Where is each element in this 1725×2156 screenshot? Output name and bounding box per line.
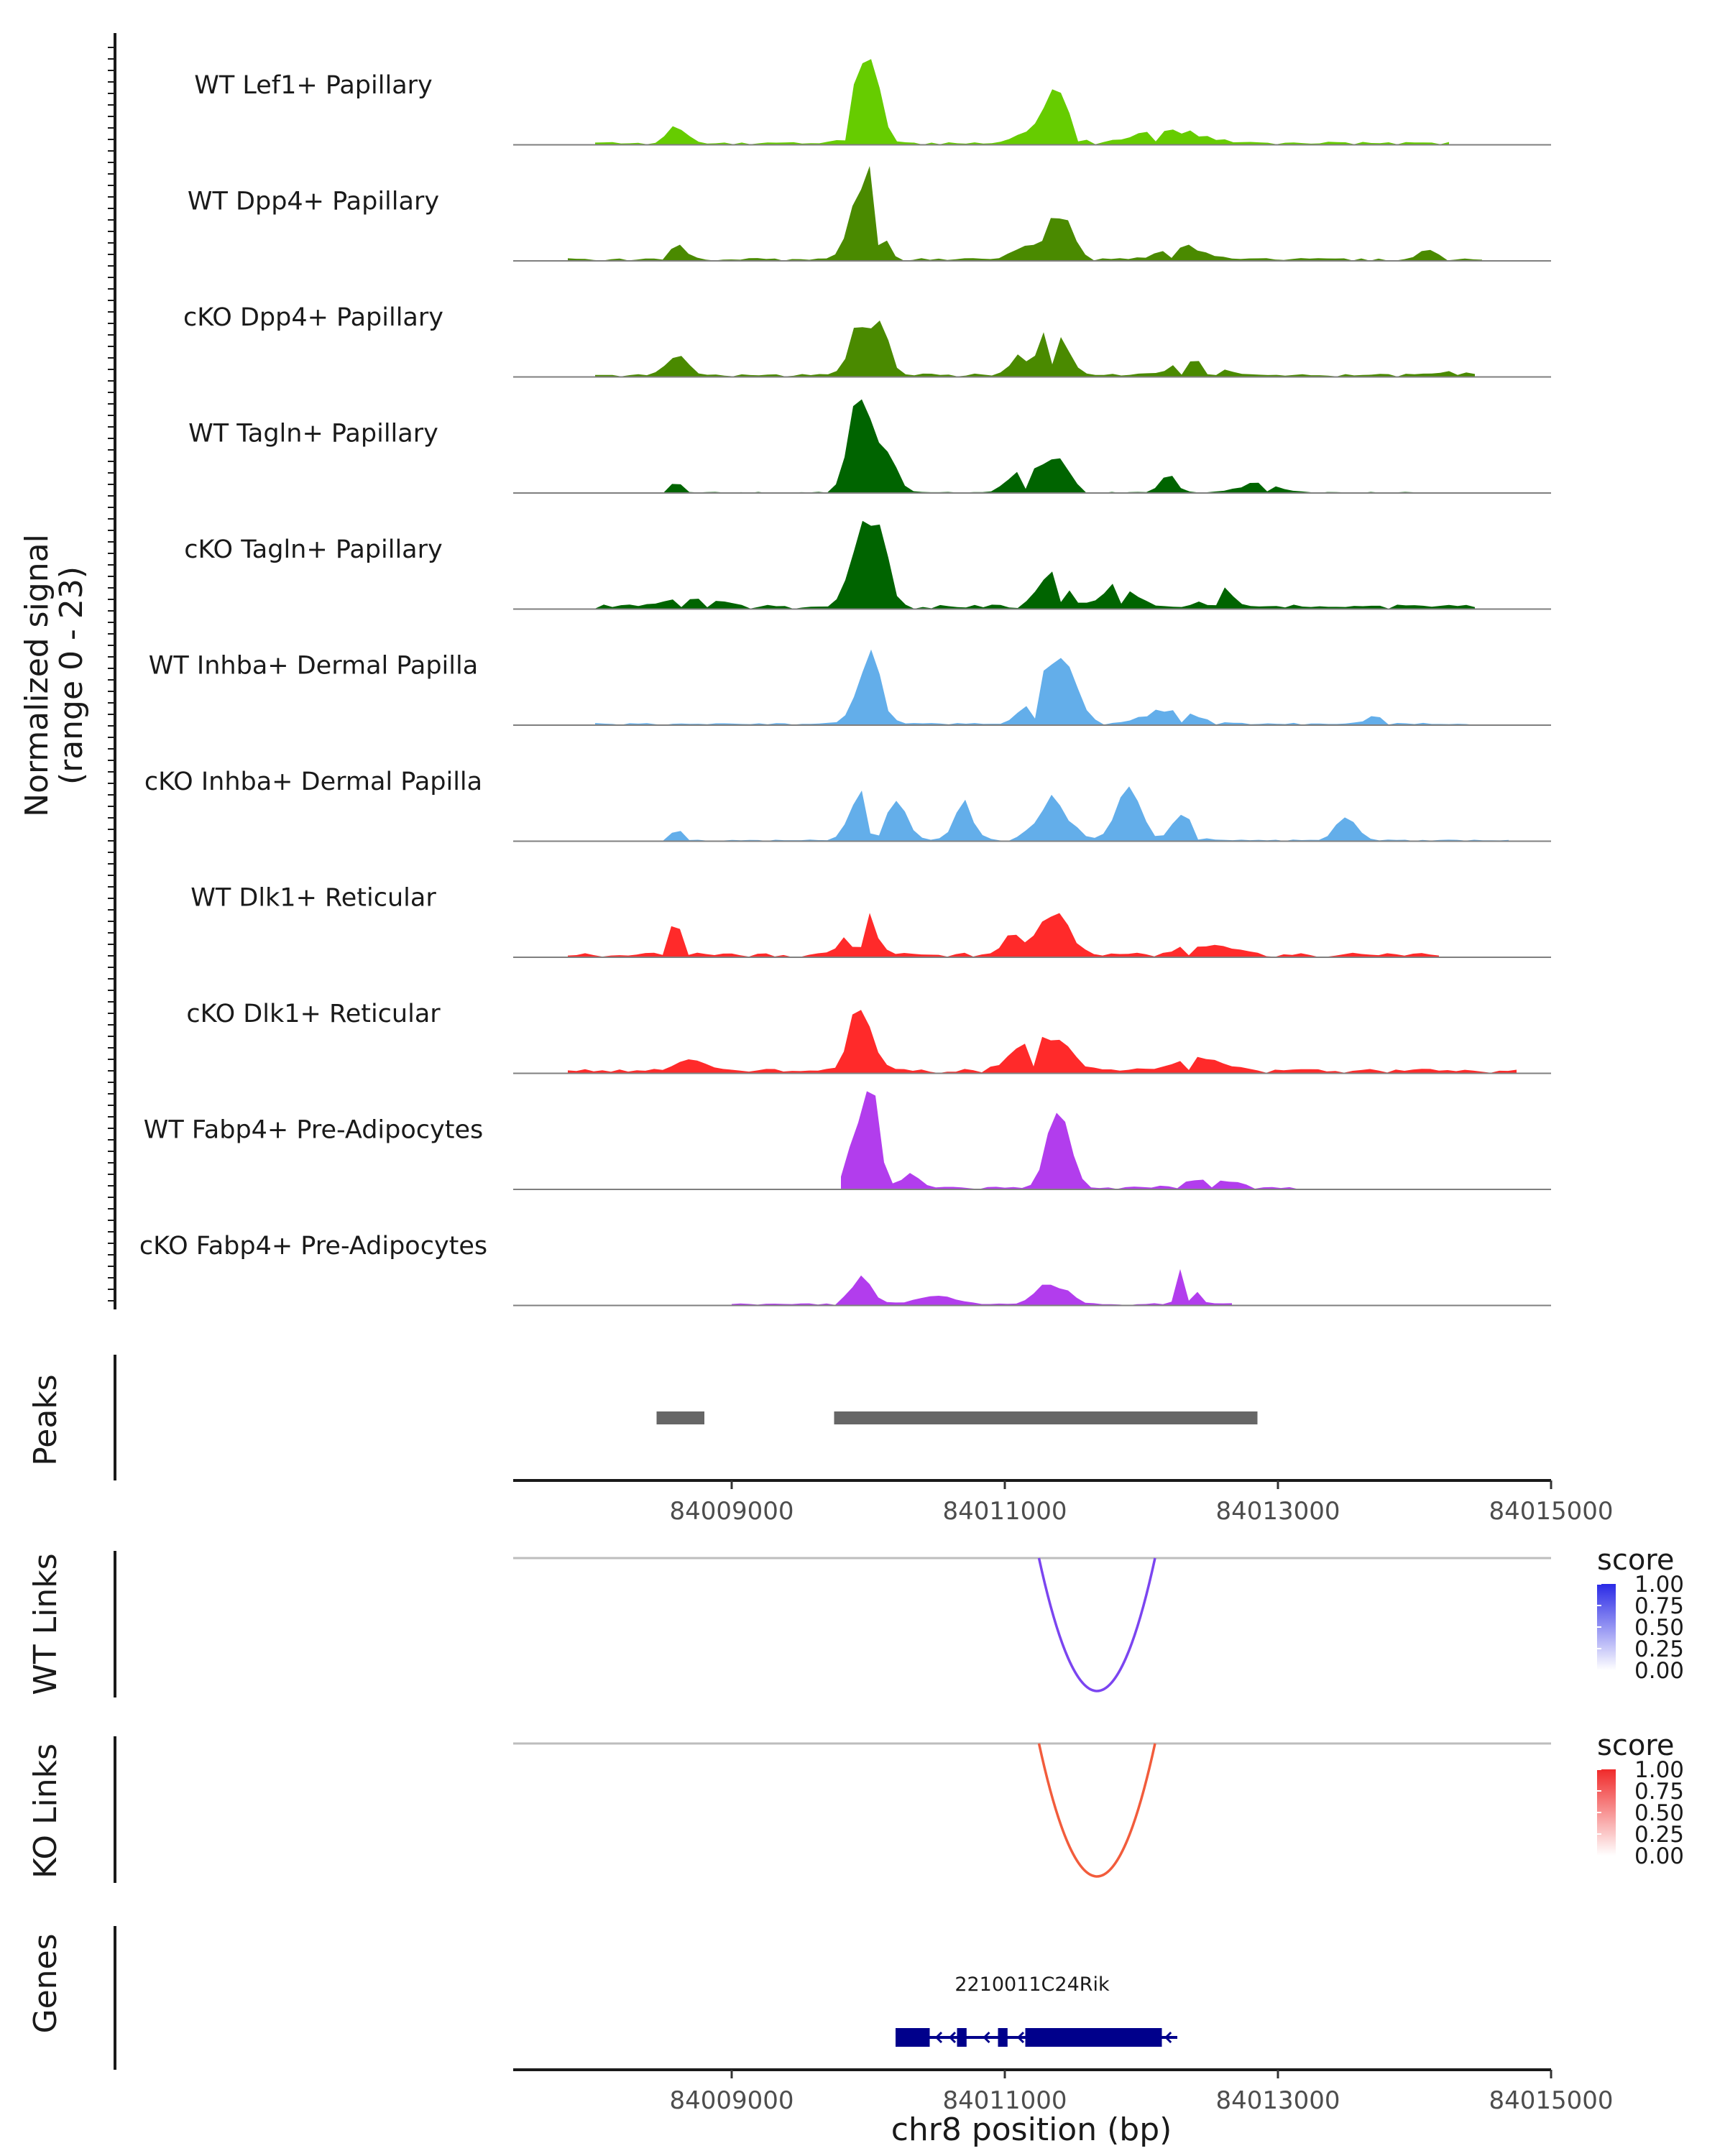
track-label: WT Fabp4+ Pre-Adipocytes [144, 1116, 483, 1145]
coverage-track: WT Fabp4+ Pre-Adipocytes [144, 1091, 1551, 1190]
legend-tick-label: 0.00 [1634, 1658, 1684, 1684]
legend-tick-label: 0.25 [1634, 1636, 1684, 1662]
strand-arrow [983, 2031, 990, 2044]
coverage-track: cKO Tagln+ Papillary [184, 520, 1551, 610]
track-label: WT Dpp4+ Papillary [188, 188, 439, 216]
coverage-y-axis-title: Normalized signal [19, 534, 55, 817]
strand-arrow [1164, 2031, 1172, 2044]
legend-title: score [1597, 1729, 1674, 1762]
legend-tick-label: 0.25 [1634, 1822, 1684, 1848]
coverage-area [595, 520, 1475, 609]
strand-arrow [1016, 2031, 1025, 2044]
x-tick-label: 84013000 [1215, 2086, 1340, 2115]
x-tick-label: 84009000 [669, 2086, 794, 2115]
track-label: cKO Tagln+ Papillary [184, 535, 443, 564]
genes-y-axis-title: Genes [27, 1933, 64, 2033]
gene-exon [896, 2028, 930, 2047]
coverage-area [841, 1091, 1298, 1189]
track-label: cKO Dlk1+ Reticular [186, 1000, 441, 1028]
coverage-panel: WT Lef1+ Papillary WT Dpp4+ Papillary cKO … [108, 33, 1551, 1309]
ko-links-y-axis-title: KO Links [27, 1743, 64, 1879]
track-label: WT Inhba+ Dermal Papilla [149, 652, 478, 681]
gene-model: 2210011C24Rik [896, 1973, 1177, 2047]
legend-tick-label: 0.75 [1634, 1593, 1684, 1619]
peaks-y-axis-title: Peaks [27, 1374, 64, 1465]
gene-exon [998, 2028, 1008, 2047]
gene-exon [1025, 2028, 1162, 2047]
x-axis-top: 84009000 84011000 84013000 84015000 [513, 1479, 1614, 1526]
gene-exon [957, 2028, 967, 2047]
coverage-area [568, 913, 1439, 957]
coverage-area [595, 59, 1449, 145]
wt-links-y-axis-title: WT Links [27, 1553, 64, 1695]
x-axis-bottom: 84009000 84011000 84013000 84015000 [513, 2068, 1614, 2115]
coverage-area [568, 1010, 1517, 1074]
track-label: WT Lef1+ Papillary [194, 71, 433, 100]
track-label: cKO Inhba+ Dermal Papilla [144, 768, 482, 796]
link-arc [1037, 1557, 1156, 1692]
coverage-track: WT Lef1+ Papillary [194, 59, 1551, 146]
coverage-area [568, 166, 1482, 261]
track-label: WT Dlk1+ Reticular [190, 884, 436, 913]
legend-tick-label: 1.00 [1634, 1572, 1684, 1598]
peak-interval [834, 1411, 1258, 1424]
x-tick-label: 84011000 [942, 2086, 1067, 2115]
strand-arrow [934, 2031, 943, 2044]
track-label: cKO Dpp4+ Papillary [183, 303, 443, 332]
track-label: cKO Fabp4+ Pre-Adipocytes [139, 1232, 487, 1261]
genes-panel: 2210011C24Rik [114, 1926, 1177, 2070]
coverage-track: cKO Fabp4+ Pre-Adipocytes [139, 1232, 1551, 1307]
coverage-area [663, 786, 1509, 842]
legend-tick-label: 0.00 [1634, 1843, 1684, 1869]
x-tick-label: 84009000 [669, 1497, 794, 1526]
link-arc [1037, 1743, 1156, 1878]
coverage-area [595, 649, 1475, 725]
coverage-track: cKO Dpp4+ Papillary [183, 303, 1551, 378]
gene-label: 2210011C24Rik [954, 1973, 1110, 1996]
coverage-track: cKO Inhba+ Dermal Papilla [144, 768, 1551, 842]
coverage-area [595, 321, 1475, 377]
legend-title: score [1597, 1544, 1674, 1577]
legend-tick-label: 0.50 [1634, 1615, 1684, 1641]
peak-interval [656, 1411, 704, 1424]
x-tick-label: 84011000 [942, 1497, 1067, 1526]
x-axis-title: chr8 position (bp) [891, 2111, 1172, 2148]
coverage-area [663, 399, 1414, 493]
peaks-panel [114, 1355, 1258, 1480]
legend-tick-label: 0.50 [1634, 1800, 1684, 1826]
coverage-track: WT Dpp4+ Papillary [188, 166, 1551, 262]
strand-arrow [948, 2031, 957, 2044]
legend-tick-label: 0.75 [1634, 1779, 1684, 1805]
coverage-track: WT Tagln+ Papillary [188, 399, 1551, 494]
track-label: WT Tagln+ Papillary [188, 420, 438, 448]
links-panels: score1.000.750.500.250.00score1.000.750.… [114, 1544, 1684, 1883]
legend-tick-label: 1.00 [1634, 1757, 1684, 1783]
x-tick-label: 84015000 [1489, 2086, 1613, 2115]
coverage-track: cKO Dlk1+ Reticular [186, 1000, 1551, 1074]
coverage-track: WT Dlk1+ Reticular [190, 884, 1551, 958]
coverage-area [732, 1268, 1232, 1306]
coverage-track: WT Inhba+ Dermal Papilla [149, 649, 1551, 726]
x-tick-label: 84015000 [1489, 1497, 1613, 1526]
coverage-y-axis-range: (range 0 - 23) [53, 566, 90, 785]
x-tick-label: 84013000 [1215, 1497, 1340, 1526]
